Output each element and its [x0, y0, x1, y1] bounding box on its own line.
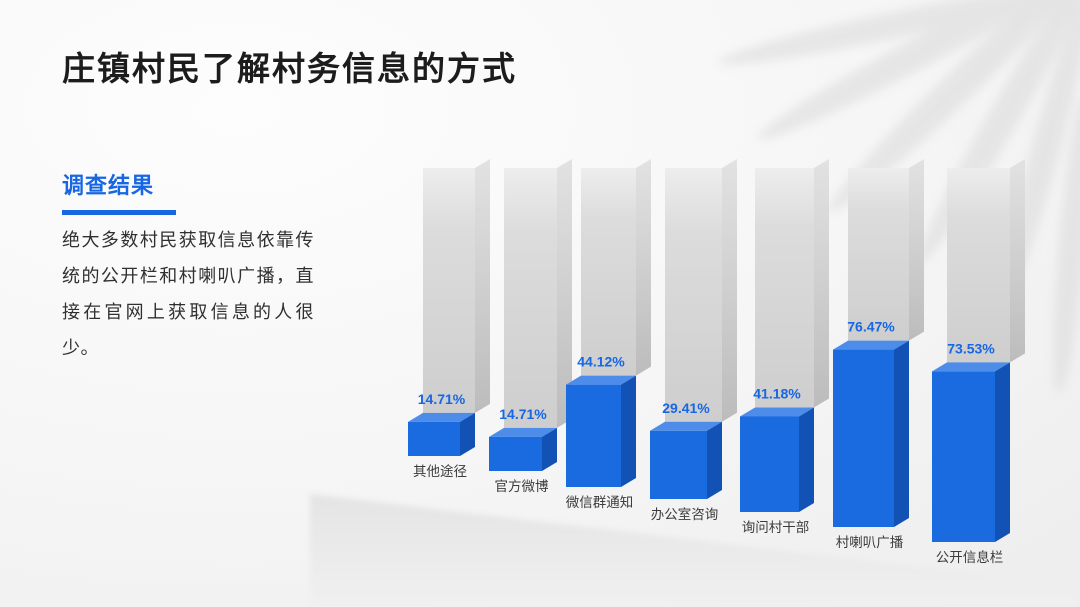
pillar-front-face: [947, 168, 1010, 363]
bar-top-face: [489, 427, 557, 437]
bar-group: 44.12% 微信群通知: [566, 159, 651, 510]
bar-group: 41.18% 询问村干部: [740, 159, 829, 535]
slide-title: 庄镇村民了解村务信息的方式: [62, 50, 517, 87]
pillar-side-face: [475, 159, 490, 413]
category-label: 公开信息栏: [936, 549, 1004, 565]
bar-top-face: [566, 375, 636, 385]
pillar-front-face: [581, 168, 636, 376]
bar-side-face: [799, 407, 814, 512]
bar-side-face: [995, 362, 1010, 542]
category-label: 微信群通知: [566, 494, 634, 510]
category-label: 官方微博: [495, 478, 549, 494]
bar-top-face: [833, 340, 909, 350]
bar-top-face: [740, 407, 814, 417]
bar-side-face: [621, 375, 636, 487]
description-text: 绝大多数村民获取信息依靠传统的公开栏和村喇叭广播，直接在官网上获取信息的人很少。: [62, 230, 314, 358]
pillar-side-face: [557, 159, 572, 428]
category-label: 询问村干部: [742, 520, 810, 535]
value-label: 14.71%: [418, 391, 466, 407]
bar-group: 14.71% 其他途径: [408, 159, 490, 479]
bar-front-face: [932, 371, 995, 542]
pillar-side-face: [636, 159, 651, 376]
pillar-front-face: [423, 168, 475, 413]
pillar-side-face: [814, 159, 829, 408]
bar-front-face: [566, 384, 621, 487]
value-label: 44.12%: [577, 354, 625, 370]
section-label: 调查结果: [62, 168, 177, 215]
pillar-front-face: [848, 168, 909, 341]
bar-group: 29.41% 办公室咨询: [650, 159, 737, 522]
pillar-front-face: [504, 168, 557, 428]
pillar-side-face: [722, 159, 737, 422]
category-label: 办公室咨询: [651, 506, 719, 522]
value-label: 73.53%: [947, 340, 995, 356]
ground-shadow: [310, 494, 1080, 607]
pillar-side-face: [1010, 159, 1025, 363]
bar-side-face: [707, 421, 722, 499]
bar-side-face: [894, 340, 909, 527]
category-label: 其他途径: [413, 463, 467, 479]
pillar-front-face: [665, 168, 722, 422]
value-label: 76.47%: [847, 319, 895, 335]
value-label: 29.41%: [662, 400, 710, 416]
pillar-side-face: [909, 159, 924, 341]
pillar-front-face: [755, 168, 814, 408]
value-label: 41.18%: [753, 385, 801, 401]
bar-side-face: [542, 427, 557, 471]
bar-top-face: [408, 412, 475, 422]
bar-front-face: [833, 349, 894, 527]
value-label: 14.71%: [499, 406, 547, 422]
bar-front-face: [740, 416, 799, 512]
bar-front-face: [489, 436, 542, 471]
bar-front-face: [650, 430, 707, 499]
bar-front-face: [408, 421, 460, 456]
bar-side-face: [460, 412, 475, 456]
bar-group: 73.53% 公开信息栏: [932, 159, 1025, 565]
category-label: 村喇叭广播: [836, 535, 904, 550]
bar-top-face: [650, 421, 722, 431]
bar-group: 14.71% 官方微博: [489, 159, 572, 494]
bar-group: 76.47% 村喇叭广播: [833, 159, 924, 550]
bar-top-face: [932, 362, 1010, 372]
